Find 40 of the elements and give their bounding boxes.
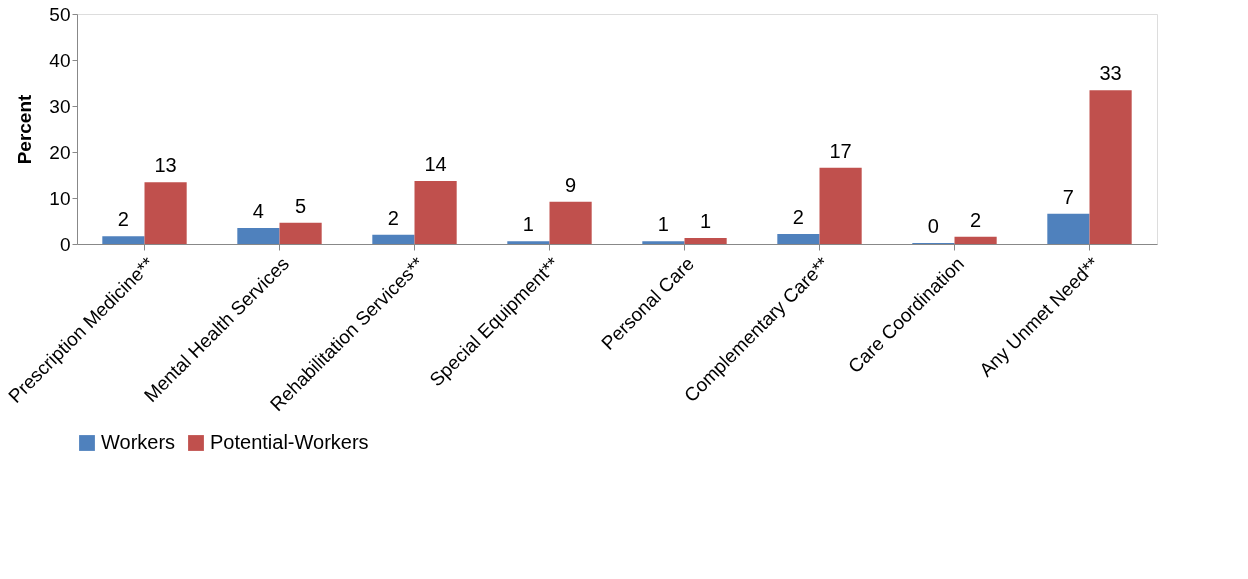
data-label: 14 — [424, 152, 447, 175]
data-label: 1 — [700, 210, 712, 233]
y-tick-label: 40 — [49, 49, 71, 71]
data-label: 1 — [522, 213, 534, 236]
data-label: 1 — [657, 213, 669, 236]
y-tick-label: 30 — [49, 95, 71, 117]
y-tick-label: 0 — [59, 233, 71, 255]
data-label: 2 — [970, 208, 982, 231]
bar — [279, 222, 322, 244]
bar — [507, 241, 550, 244]
bar — [1047, 213, 1090, 244]
bar — [819, 167, 862, 244]
y-axis-title: Percent — [14, 93, 36, 165]
data-label: 7 — [1062, 185, 1074, 208]
data-label: 17 — [829, 139, 852, 162]
y-tick-label: 20 — [49, 141, 71, 163]
bar — [549, 201, 592, 244]
data-label: 9 — [565, 173, 577, 196]
legend-label: Workers — [101, 431, 176, 453]
data-label: 13 — [154, 154, 177, 177]
bar — [642, 241, 685, 244]
data-label: 2 — [117, 208, 129, 231]
bar — [414, 180, 457, 244]
data-label: 5 — [295, 194, 307, 217]
data-label: 0 — [927, 215, 939, 238]
data-label: 2 — [792, 205, 804, 228]
data-label: 2 — [387, 206, 399, 229]
bar — [372, 234, 415, 244]
bar — [1089, 90, 1132, 244]
bar — [144, 182, 187, 244]
bar — [684, 238, 727, 244]
y-tick-label: 10 — [49, 187, 71, 209]
bar — [102, 236, 145, 244]
legend-label: Potential-Workers — [210, 431, 369, 453]
bar — [237, 227, 280, 244]
bar — [777, 233, 820, 244]
y-tick-label: 50 — [49, 3, 71, 25]
data-label: 33 — [1099, 62, 1122, 85]
data-label: 4 — [252, 199, 264, 222]
bar — [954, 236, 997, 244]
